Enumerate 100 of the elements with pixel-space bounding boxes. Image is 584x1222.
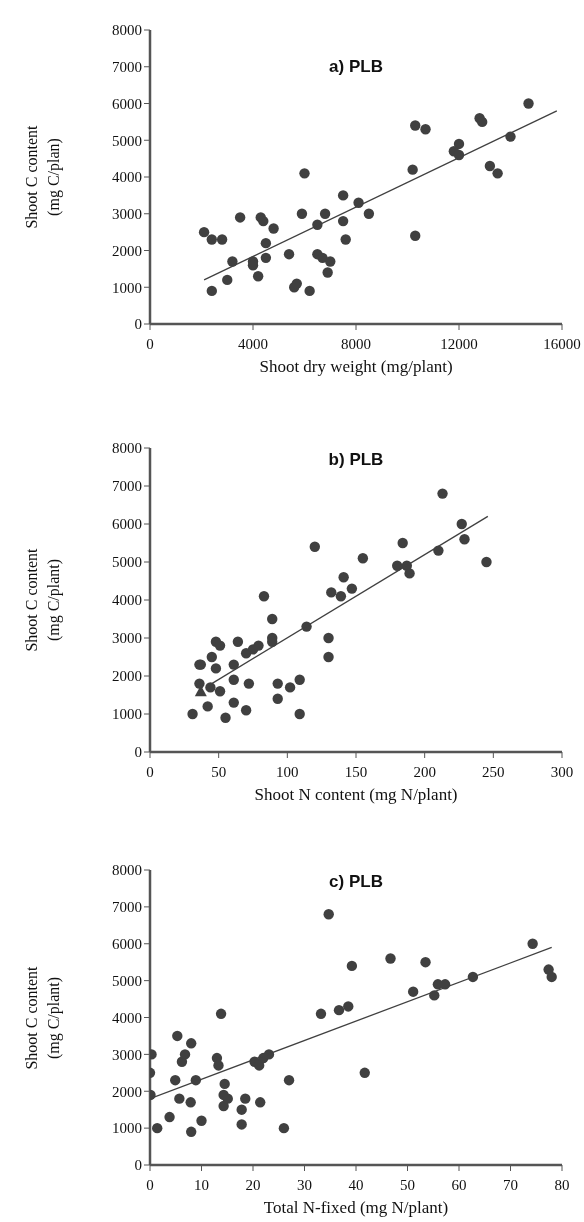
point xyxy=(325,256,336,267)
chart-title: b) PLB xyxy=(327,450,385,470)
point xyxy=(346,960,358,972)
point xyxy=(164,1111,175,1123)
point xyxy=(194,678,205,689)
y-tick-label: 3000 xyxy=(112,1046,142,1063)
point xyxy=(205,682,216,693)
point xyxy=(476,116,488,128)
point xyxy=(268,223,279,234)
y-tick-label: 0 xyxy=(134,744,142,761)
point xyxy=(420,124,431,135)
point xyxy=(346,583,358,594)
point xyxy=(459,534,470,545)
point xyxy=(340,234,351,245)
point xyxy=(179,1049,191,1060)
point xyxy=(260,252,272,264)
y-tick-label: 2000 xyxy=(112,668,142,685)
point xyxy=(323,632,334,644)
chart-title: c) PLB xyxy=(328,872,384,892)
point xyxy=(481,556,492,568)
x-tick-label: 80 xyxy=(554,1176,570,1193)
x-tick-label: 20 xyxy=(245,1176,261,1193)
point xyxy=(185,1097,196,1108)
point xyxy=(323,651,334,663)
point xyxy=(228,674,239,685)
x-tick-label: 50 xyxy=(400,1176,415,1193)
y-axis-title: Shoot C content (mg C/plant) xyxy=(22,965,64,1070)
point xyxy=(343,1001,354,1012)
point xyxy=(196,1115,207,1126)
x-tick-label: 70 xyxy=(503,1176,518,1193)
x-tick-label: 40 xyxy=(348,1176,364,1193)
point xyxy=(187,708,198,720)
point xyxy=(240,1093,251,1104)
point xyxy=(326,587,337,598)
point xyxy=(222,274,233,286)
x-axis-title: Shoot N content (mg N/plant) xyxy=(254,785,458,804)
y-tick-label: 5000 xyxy=(112,972,142,989)
point xyxy=(258,591,270,602)
point xyxy=(322,267,333,278)
point xyxy=(492,168,503,179)
y-axis-title: Shoot C content (mg C/plant) xyxy=(22,548,64,652)
point xyxy=(338,572,349,583)
point xyxy=(283,248,295,260)
point xyxy=(236,1104,247,1115)
point xyxy=(258,215,269,227)
y-tick-label: 8000 xyxy=(112,440,142,457)
point xyxy=(210,663,222,674)
point xyxy=(283,1074,295,1086)
y-tick-label: 7000 xyxy=(112,899,142,916)
x-tick-label: 100 xyxy=(276,763,299,780)
x-tick-label: 0 xyxy=(146,335,154,352)
point xyxy=(214,640,226,651)
y-tick-label: 6000 xyxy=(112,95,142,112)
point xyxy=(215,1008,227,1020)
point xyxy=(255,1097,266,1108)
point xyxy=(216,234,228,245)
point xyxy=(284,682,296,693)
point xyxy=(291,278,302,289)
point xyxy=(228,697,239,708)
y-tick-label: 1000 xyxy=(112,1120,142,1137)
x-tick-label: 4000 xyxy=(238,335,268,352)
point xyxy=(172,1030,183,1042)
point xyxy=(420,956,431,968)
point xyxy=(527,938,538,949)
point xyxy=(228,659,239,670)
point xyxy=(333,1004,345,1016)
point xyxy=(315,1008,327,1020)
y-tick-label: 2000 xyxy=(112,1083,142,1100)
point xyxy=(222,1093,233,1104)
point xyxy=(407,986,419,997)
y-tick-label: 2000 xyxy=(112,242,142,259)
y-axis-title: Shoot C content (mg C/plan) xyxy=(22,125,64,229)
point xyxy=(240,705,252,716)
y-tick-label: 1000 xyxy=(112,279,142,296)
x-tick-label: 16000 xyxy=(543,335,581,352)
point xyxy=(296,208,308,219)
x-tick-label: 10 xyxy=(194,1176,209,1193)
point xyxy=(299,168,310,179)
point xyxy=(227,256,238,267)
x-tick-label: 250 xyxy=(482,763,505,780)
point xyxy=(202,701,213,712)
point xyxy=(170,1074,181,1086)
x-tick-label: 0 xyxy=(146,1176,154,1193)
y-tick-label: 4000 xyxy=(112,1009,142,1026)
point xyxy=(267,613,278,625)
y-tick-label: 0 xyxy=(134,316,142,333)
point xyxy=(174,1093,185,1104)
point xyxy=(357,553,369,564)
x-tick-label: 0 xyxy=(146,763,154,780)
point xyxy=(236,1119,247,1130)
x-tick-label: 30 xyxy=(297,1176,312,1193)
x-axis-title: Total N-fixed (mg N/plant) xyxy=(263,1198,449,1217)
y-tick-label: 1000 xyxy=(112,706,142,723)
point xyxy=(186,1038,197,1049)
point xyxy=(214,686,226,697)
point xyxy=(397,537,408,549)
point xyxy=(410,230,421,241)
point xyxy=(337,215,349,227)
point xyxy=(453,138,465,150)
point xyxy=(309,541,320,552)
